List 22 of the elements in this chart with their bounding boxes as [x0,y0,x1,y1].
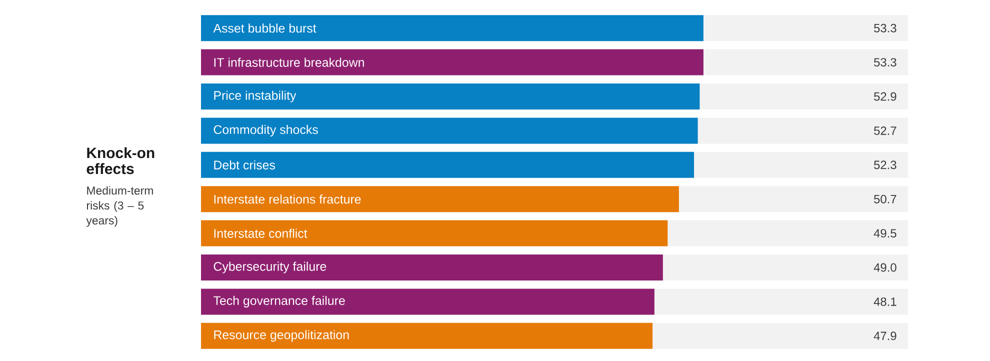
data-label: 52.7 [874,126,896,135]
data-label: 53.3 [874,24,896,32]
y-tick-label: Interstate conflict [214,228,308,238]
y-tick-label: Debt crises [214,160,276,170]
data-label: 49.5 [874,229,896,238]
data-label: 48.1 [874,297,896,306]
data-label: 47.9 [874,332,896,340]
y-tick-label: Interstate relations fracture [214,194,361,204]
data-label: 53.3 [874,58,896,67]
text: Medium-term risks (3 – 5 years) [86,186,153,227]
data-label: 49.0 [874,263,896,272]
y-tick-label: IT infrastructure breakdown [214,58,364,67]
data-label: 52.3 [874,160,896,170]
data-label: 50.7 [874,194,896,204]
y-tick-label: Cybersecurity failure [214,262,326,274]
y-tick-label: Tech governance failure [213,296,345,308]
data-label: 52.9 [874,92,896,101]
text: Knock-on effects [86,147,154,174]
y-tick-label: Asset bubble burst [213,24,316,33]
y-tick-label: Commodity shocks [214,124,318,136]
y-tick-label: Price instability [214,90,296,102]
y-tick-label: Resource geopolitization [214,330,349,342]
